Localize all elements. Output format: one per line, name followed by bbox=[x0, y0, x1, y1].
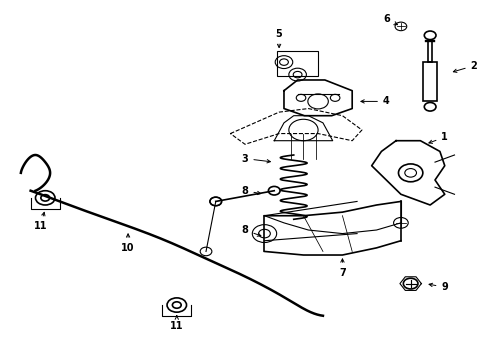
Bar bbox=[428, 41, 432, 62]
Text: 5: 5 bbox=[276, 28, 282, 48]
Text: 8: 8 bbox=[242, 225, 261, 236]
Text: 11: 11 bbox=[170, 316, 184, 332]
Text: 2: 2 bbox=[453, 61, 477, 72]
Text: 6: 6 bbox=[383, 14, 397, 25]
Text: 4: 4 bbox=[361, 96, 390, 107]
Text: 3: 3 bbox=[242, 154, 270, 163]
Text: 8: 8 bbox=[242, 186, 261, 196]
Text: 9: 9 bbox=[429, 282, 448, 292]
Bar bbox=[423, 62, 437, 102]
Text: 11: 11 bbox=[34, 212, 47, 231]
Text: 1: 1 bbox=[429, 132, 448, 143]
Bar bbox=[277, 51, 318, 76]
Text: 10: 10 bbox=[122, 234, 135, 253]
Text: 7: 7 bbox=[339, 259, 346, 278]
